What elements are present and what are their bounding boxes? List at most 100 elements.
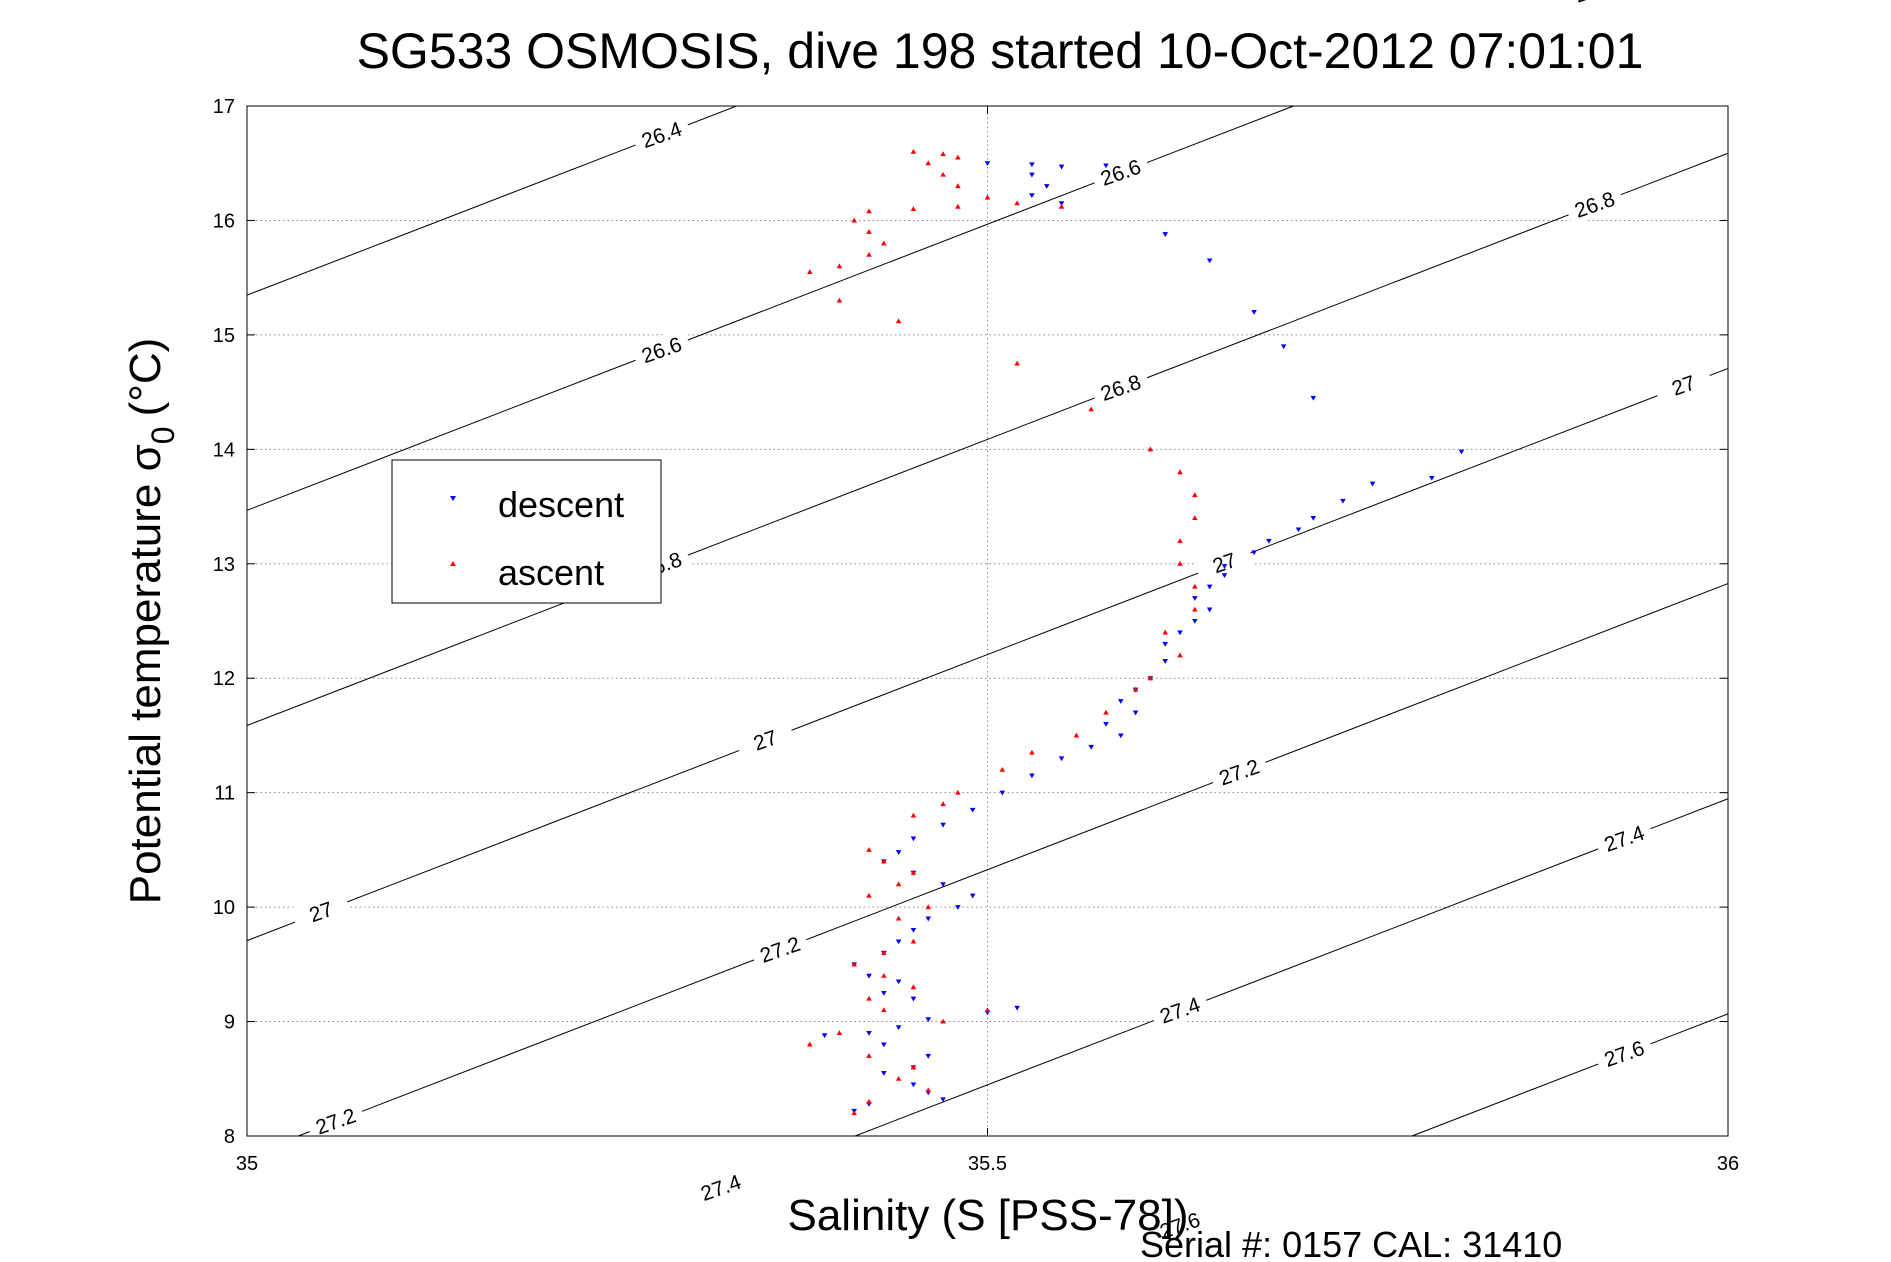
descent-point [910,996,917,1002]
isopycnal-label-gap [1652,363,1714,407]
ascent-point [1147,675,1154,681]
data-series [806,148,1465,1116]
isopycnal-label-gap [1148,987,1211,1032]
ascent-point [1177,652,1183,658]
descent-point [1058,201,1065,207]
isopycnal-label-gap [749,927,811,971]
ascent-point [955,789,961,795]
descent-point [895,1025,902,1031]
ascent-point [881,858,887,864]
ascent-point [836,263,843,269]
descent-point [1458,449,1465,455]
ascent-point [910,869,917,875]
serial-cal-footer: Serial #: 0157 CAL: 31410 [1140,1224,1562,1262]
descent-point [1177,630,1183,636]
ascent-point [866,847,872,852]
ascent-point [940,171,946,177]
ascent-point [955,183,961,189]
isopycnal-line [1411,1013,1729,1137]
ascent-point [925,904,932,910]
descent-point [1251,310,1257,315]
legend-ascent-marker [450,561,456,566]
x-axis-label: Salinity (S [PSS-78]) [787,1191,1188,1240]
ascent-point [806,269,813,274]
ascent-point [881,972,887,978]
descent-point [1162,641,1169,647]
descent-point [984,161,991,167]
ascent-point [866,995,872,1001]
descent-point [999,790,1006,796]
ascent-point [1162,629,1169,635]
descent-point [925,916,932,922]
descent-point [1058,164,1065,170]
ascent-point [1132,686,1139,692]
ascent-point [1177,560,1183,566]
isopycnal-label-gap [1193,540,1255,584]
descent-point [969,807,976,813]
ascent-point [1088,406,1094,412]
descent-point [1103,163,1109,169]
y-tick-label: 12 [213,668,235,690]
grid-lines [247,106,1728,1136]
descent-point [1088,744,1094,750]
descent-point [1221,564,1228,569]
ascent-point [1192,583,1198,589]
ascent-point [910,206,917,211]
descent-point [881,1071,887,1076]
legend-ascent-label: ascent [498,552,604,593]
descent-point [1029,172,1035,178]
isopycnal-label-gap [1089,365,1152,409]
ascent-point [910,812,917,818]
descent-point [1251,550,1257,556]
ascent-point [925,1087,932,1093]
legend: descent ascent [391,459,662,604]
x-tick-label: 35.5 [968,1153,1007,1175]
ascent-point [866,229,872,234]
descent-point [940,822,946,828]
descent-point [910,928,917,933]
ascent-point [895,881,902,887]
y-tick-label: 16 [213,210,235,232]
descent-point [1029,162,1035,168]
descent-point [925,1053,932,1059]
descent-point [1192,619,1198,624]
ascent-point [940,151,946,157]
ascent-point [806,1041,813,1047]
ascent-point [836,297,843,303]
descent-point [1043,184,1050,189]
series-descent [821,161,1465,1114]
ascent-point [895,318,902,324]
ascent-point [1029,749,1035,755]
isopycnal-label-gap [304,1098,367,1143]
ascent-point [1177,538,1183,543]
y-axis-label: Potential temperature σ0 (°C) [121,338,181,905]
ascent-point [999,766,1006,772]
descent-point [955,905,961,910]
ascent-point [866,208,872,214]
y-tick-label: 11 [214,783,235,805]
descent-point [969,893,976,899]
ascent-point [910,938,917,944]
ascent-point [1147,446,1154,452]
ascent-point [940,1018,946,1024]
ascent-point [984,1007,991,1013]
ascent-point [895,915,902,921]
isopycnal-label-gap [689,1165,752,1209]
descent-point [881,990,887,996]
ascent-point [1073,732,1080,738]
descent-point [1310,395,1317,401]
ascent-point [940,801,946,807]
ascent-point [851,961,858,967]
chart-title: SG533 OSMOSIS, dive 198 started 10-Oct-2… [357,23,1644,79]
descent-point [1117,733,1124,739]
isopycnal-label-gap [1593,1031,1655,1075]
descent-point [1058,756,1065,762]
y-tick-label: 13 [213,554,235,576]
y-axis-label-main: Potential temperature σ [121,444,170,904]
y-tick-label: 17 [213,96,235,118]
ascent-point [1058,203,1065,209]
descent-point [1266,538,1272,544]
ascent-point [881,1007,887,1013]
ascent-point [881,240,887,246]
